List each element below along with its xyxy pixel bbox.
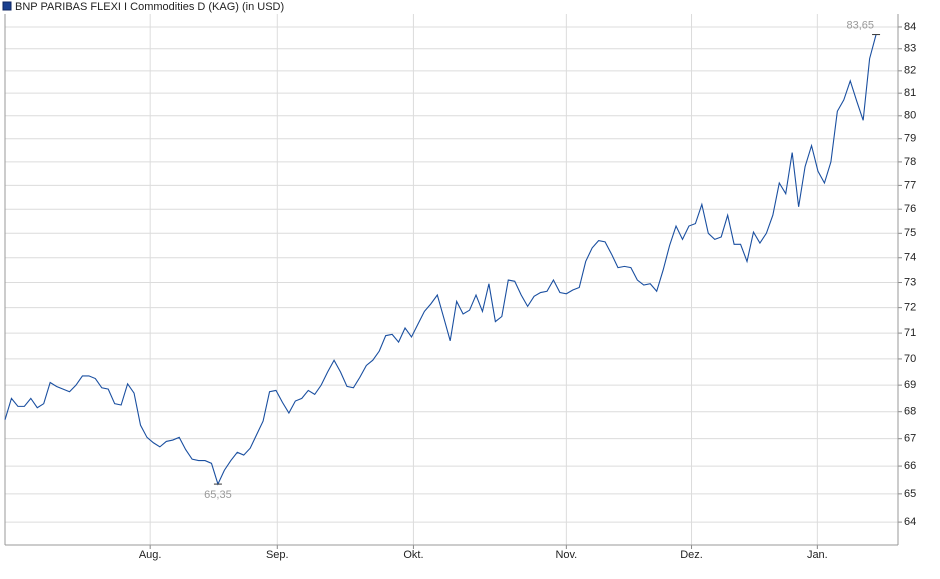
y-tick-label: 83 [904,43,916,55]
y-tick-label: 67 [904,433,916,445]
y-tick-label: 64 [904,516,916,528]
y-tick-label: 80 [904,110,916,122]
x-tick-label: Dez. [680,549,703,561]
x-tick-label: Nov. [555,549,577,561]
y-tick-label: 81 [904,87,916,99]
x-tick-label: Okt. [403,549,423,561]
y-tick-label: 70 [904,353,916,365]
y-tick-label: 71 [904,327,916,339]
y-tick-label: 69 [904,379,916,391]
x-tick-label: Jan. [807,549,828,561]
y-tick-label: 76 [904,203,916,215]
x-tick-label: Sep. [266,549,289,561]
legend-swatch [2,1,12,11]
y-tick-label: 84 [904,21,916,33]
y-tick-label: 68 [904,406,916,418]
y-tick-label: 66 [904,460,916,472]
y-tick-label: 75 [904,227,916,239]
legend-label: BNP PARIBAS FLEXI I Commodities D (KAG) … [15,1,284,13]
min-label: 65,35 [204,489,232,501]
y-tick-label: 78 [904,156,916,168]
y-tick-label: 72 [904,302,916,314]
line [4,34,877,486]
y-tick-label: 73 [904,276,916,288]
y-tick-label: 82 [904,65,916,77]
max-label: 83,65 [847,19,875,31]
x-tick-label: Aug. [139,549,162,561]
y-tick-label: 77 [904,179,916,191]
y-tick-label: 65 [904,488,916,500]
y-tick-label: 74 [904,252,916,264]
y-tick-label: 79 [904,133,916,145]
